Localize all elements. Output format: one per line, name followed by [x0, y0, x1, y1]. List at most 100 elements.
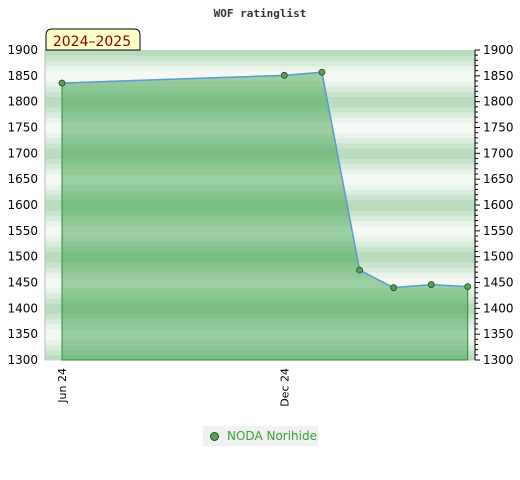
band: [45, 344, 475, 351]
y-tick-label-right: 1300: [483, 353, 514, 367]
y-tick-label-left: 1850: [7, 69, 38, 83]
band: [45, 168, 475, 175]
y-tick-label-right: 1850: [483, 69, 514, 83]
band: [45, 96, 475, 103]
band: [45, 215, 475, 221]
band: [45, 339, 475, 345]
band: [45, 334, 475, 340]
band: [45, 298, 475, 304]
band: [45, 70, 475, 77]
band: [45, 81, 475, 87]
band: [45, 163, 475, 170]
band: [45, 323, 475, 330]
y-tick-label-right: 1700: [483, 146, 514, 160]
period-label: 2024–2025: [53, 34, 131, 50]
y-tick-label-left: 1350: [7, 327, 38, 341]
y-tick-label-left: 1300: [7, 353, 38, 367]
band: [45, 220, 475, 227]
y-tick-label-right: 1400: [483, 301, 514, 315]
band: [45, 210, 475, 216]
y-tick-label-right: 1650: [483, 172, 514, 186]
band: [45, 287, 475, 294]
band: [45, 127, 475, 134]
y-tick-label-left: 1550: [7, 224, 38, 238]
x-tick-label: Jun 24: [56, 368, 69, 404]
band: [45, 329, 475, 335]
y-axis-right: 1300 1350 1400 1450 1500 1550 1600 1650 1700 1750…: [474, 43, 514, 367]
period-badge: 2024–2025: [45, 28, 141, 51]
data-point: [58, 79, 66, 87]
band: [45, 158, 475, 165]
band: [45, 349, 475, 356]
y-tick-label-left: 1450: [7, 276, 38, 290]
band: [45, 354, 475, 361]
band: [45, 153, 475, 159]
band: [45, 122, 475, 128]
y-tick-label-right: 1450: [483, 276, 514, 290]
band: [45, 308, 475, 314]
y-tick-label-left: 1500: [7, 250, 38, 264]
y-tick-label-left: 1750: [7, 121, 38, 135]
band: [45, 230, 475, 237]
band: [45, 101, 475, 108]
y-tick-label-left: 1700: [7, 146, 38, 160]
y-tick-label-left: 1600: [7, 198, 38, 212]
y-axis-left: 1300 1350 1400 1450 1500 1550 1600 1650 1700 1750…: [7, 43, 46, 367]
chart-title: WOF ratinglist: [214, 7, 307, 20]
band: [45, 86, 475, 92]
data-point: [280, 71, 288, 79]
data-point: [464, 283, 472, 291]
band: [45, 251, 475, 258]
band: [45, 179, 475, 185]
band: [45, 137, 475, 144]
band: [45, 189, 475, 196]
band: [45, 267, 475, 273]
data-point: [318, 68, 326, 76]
band: [45, 106, 475, 113]
data-point: [427, 281, 435, 288]
legend-label: NODA Norihide: [227, 429, 317, 443]
band: [45, 225, 475, 232]
legend-marker-icon: [210, 431, 219, 441]
band: [45, 282, 475, 289]
band: [45, 256, 475, 263]
y-tick-label-left: 1400: [7, 301, 38, 315]
band: [45, 246, 475, 252]
y-tick-label-right: 1900: [483, 43, 514, 57]
y-tick-label-right: 1500: [483, 250, 514, 264]
y-tick-label-right: 1550: [483, 224, 514, 238]
band: [45, 91, 475, 97]
y-tick-label-right: 1800: [483, 95, 514, 109]
band: [45, 261, 475, 268]
x-tick-label: Dec 24: [278, 368, 291, 407]
band: [45, 117, 475, 123]
band: [45, 65, 475, 72]
band: [45, 318, 475, 325]
y-tick-label-left: 1650: [7, 172, 38, 186]
band: [45, 277, 475, 283]
band: [45, 60, 475, 66]
y-tick-label-right: 1350: [483, 327, 514, 341]
band: [45, 303, 475, 309]
band: [45, 199, 475, 206]
band: [45, 174, 475, 180]
band: [45, 184, 475, 190]
band: [45, 236, 475, 242]
data-points: [58, 68, 472, 292]
x-axis: Jun 24 Dec 24: [56, 368, 291, 407]
legend: NODA Norihide: [203, 426, 318, 446]
band: [45, 194, 475, 201]
y-tick-label-left: 1900: [7, 43, 38, 57]
band: [45, 272, 475, 278]
band: [45, 205, 475, 211]
y-tick-label-left: 1800: [7, 95, 38, 109]
data-point: [356, 266, 364, 274]
band: [45, 292, 475, 299]
band: [45, 132, 475, 139]
band: [45, 148, 475, 154]
y-tick-label-right: 1750: [483, 121, 514, 135]
data-point: [390, 284, 398, 292]
band: [45, 313, 475, 320]
band: [45, 241, 475, 247]
band: [45, 112, 475, 118]
